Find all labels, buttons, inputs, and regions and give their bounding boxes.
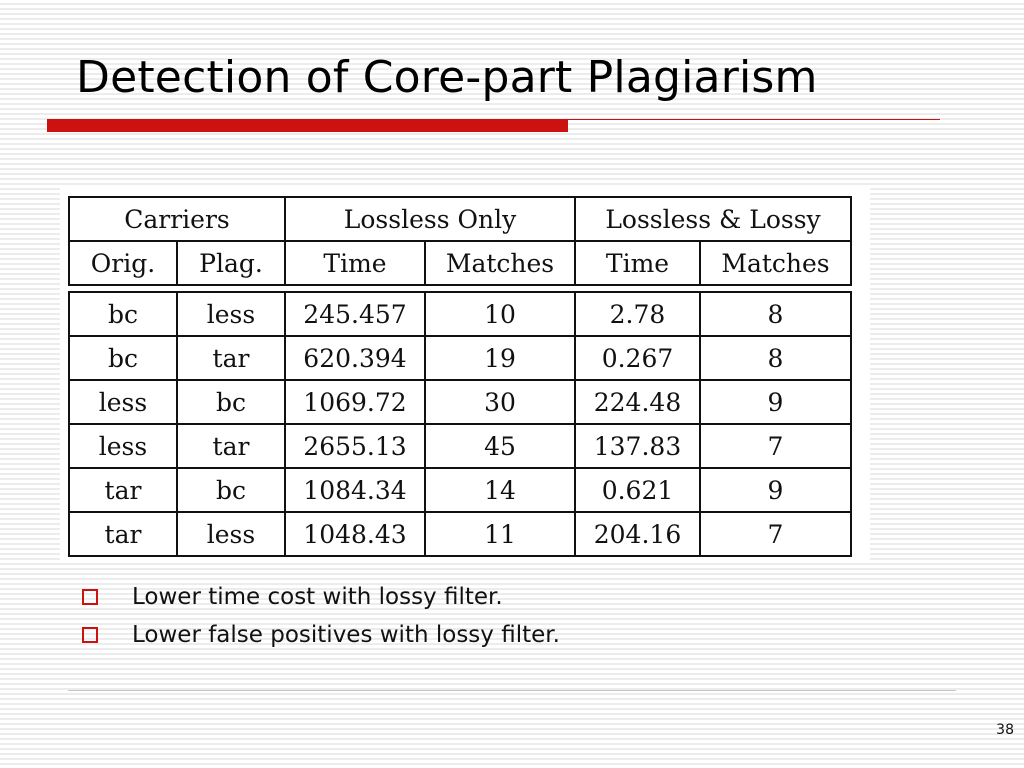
cell-orig: tar <box>68 511 178 557</box>
cell-time-lossy: 204.16 <box>574 511 701 557</box>
table-row: bc tar 620.394 19 0.267 8 <box>68 335 852 381</box>
group-header-lossless-only: Lossless Only <box>284 196 576 242</box>
cell-plag: less <box>176 291 286 337</box>
bullet-list: Lower time cost with lossy filter. Lower… <box>82 578 560 654</box>
cell-plag: bc <box>176 467 286 513</box>
table-row: less tar 2655.13 45 137.83 7 <box>68 423 852 469</box>
bullet-item: Lower time cost with lossy filter. <box>82 578 560 616</box>
group-header-row: Carriers Lossless Only Lossless & Lossy <box>68 196 852 242</box>
cell-orig: tar <box>68 467 178 513</box>
group-header-carriers: Carriers <box>68 196 286 242</box>
cell-matches-lossy: 7 <box>699 423 852 469</box>
table-row: bc less 245.457 10 2.78 8 <box>68 291 852 337</box>
column-header-row: Orig. Plag. Time Matches Time Matches <box>68 240 852 286</box>
cell-matches-lossless: 45 <box>424 423 576 469</box>
bullet-text: Lower false positives with lossy filter. <box>132 622 560 648</box>
slide-title: Detection of Core-part Plagiarism <box>76 52 818 103</box>
table-row: tar bc 1084.34 14 0.621 9 <box>68 467 852 513</box>
cell-plag: bc <box>176 379 286 425</box>
cell-time-lossless: 1069.72 <box>284 379 426 425</box>
cell-plag: less <box>176 511 286 557</box>
cell-matches-lossless: 19 <box>424 335 576 381</box>
cell-time-lossy: 137.83 <box>574 423 701 469</box>
column-header-plag: Plag. <box>176 240 286 286</box>
cell-matches-lossy: 8 <box>699 291 852 337</box>
table-row: less bc 1069.72 30 224.48 9 <box>68 379 852 425</box>
cell-matches-lossy: 9 <box>699 467 852 513</box>
cell-time-lossless: 2655.13 <box>284 423 426 469</box>
cell-plag: tar <box>176 335 286 381</box>
footer-divider <box>68 690 956 691</box>
column-header-matches-lossless: Matches <box>424 240 576 286</box>
cell-orig: less <box>68 379 178 425</box>
page-number: 38 <box>996 722 1014 738</box>
cell-matches-lossless: 14 <box>424 467 576 513</box>
cell-time-lossless: 1084.34 <box>284 467 426 513</box>
cell-plag: tar <box>176 423 286 469</box>
cell-orig: bc <box>68 335 178 381</box>
cell-matches-lossy: 8 <box>699 335 852 381</box>
cell-matches-lossless: 10 <box>424 291 576 337</box>
bullet-text: Lower time cost with lossy filter. <box>132 584 503 610</box>
cell-matches-lossy: 7 <box>699 511 852 557</box>
bullet-item: Lower false positives with lossy filter. <box>82 616 560 654</box>
cell-time-lossless: 620.394 <box>284 335 426 381</box>
table-row: tar less 1048.43 11 204.16 7 <box>68 511 852 557</box>
results-table-header: Carriers Lossless Only Lossless & Lossy … <box>68 196 852 286</box>
column-header-orig: Orig. <box>68 240 178 286</box>
cell-matches-lossless: 30 <box>424 379 576 425</box>
cell-time-lossless: 1048.43 <box>284 511 426 557</box>
title-underline-thin <box>568 119 940 120</box>
group-header-lossless-lossy: Lossless & Lossy <box>574 196 852 242</box>
cell-orig: less <box>68 423 178 469</box>
results-table-body: bc less 245.457 10 2.78 8 bc tar 620.394 19 0.267 8… <box>68 291 852 557</box>
hollow-square-bullet-icon <box>82 627 98 643</box>
column-header-matches-lossy: Matches <box>699 240 852 286</box>
cell-time-lossy: 2.78 <box>574 291 701 337</box>
cell-time-lossy: 0.621 <box>574 467 701 513</box>
cell-time-lossy: 224.48 <box>574 379 701 425</box>
cell-time-lossless: 245.457 <box>284 291 426 337</box>
cell-matches-lossy: 9 <box>699 379 852 425</box>
hollow-square-bullet-icon <box>82 589 98 605</box>
title-underline-thick <box>47 119 568 132</box>
column-header-time-lossless: Time <box>284 240 426 286</box>
cell-matches-lossless: 11 <box>424 511 576 557</box>
cell-orig: bc <box>68 291 178 337</box>
column-header-time-lossy: Time <box>574 240 701 286</box>
cell-time-lossy: 0.267 <box>574 335 701 381</box>
